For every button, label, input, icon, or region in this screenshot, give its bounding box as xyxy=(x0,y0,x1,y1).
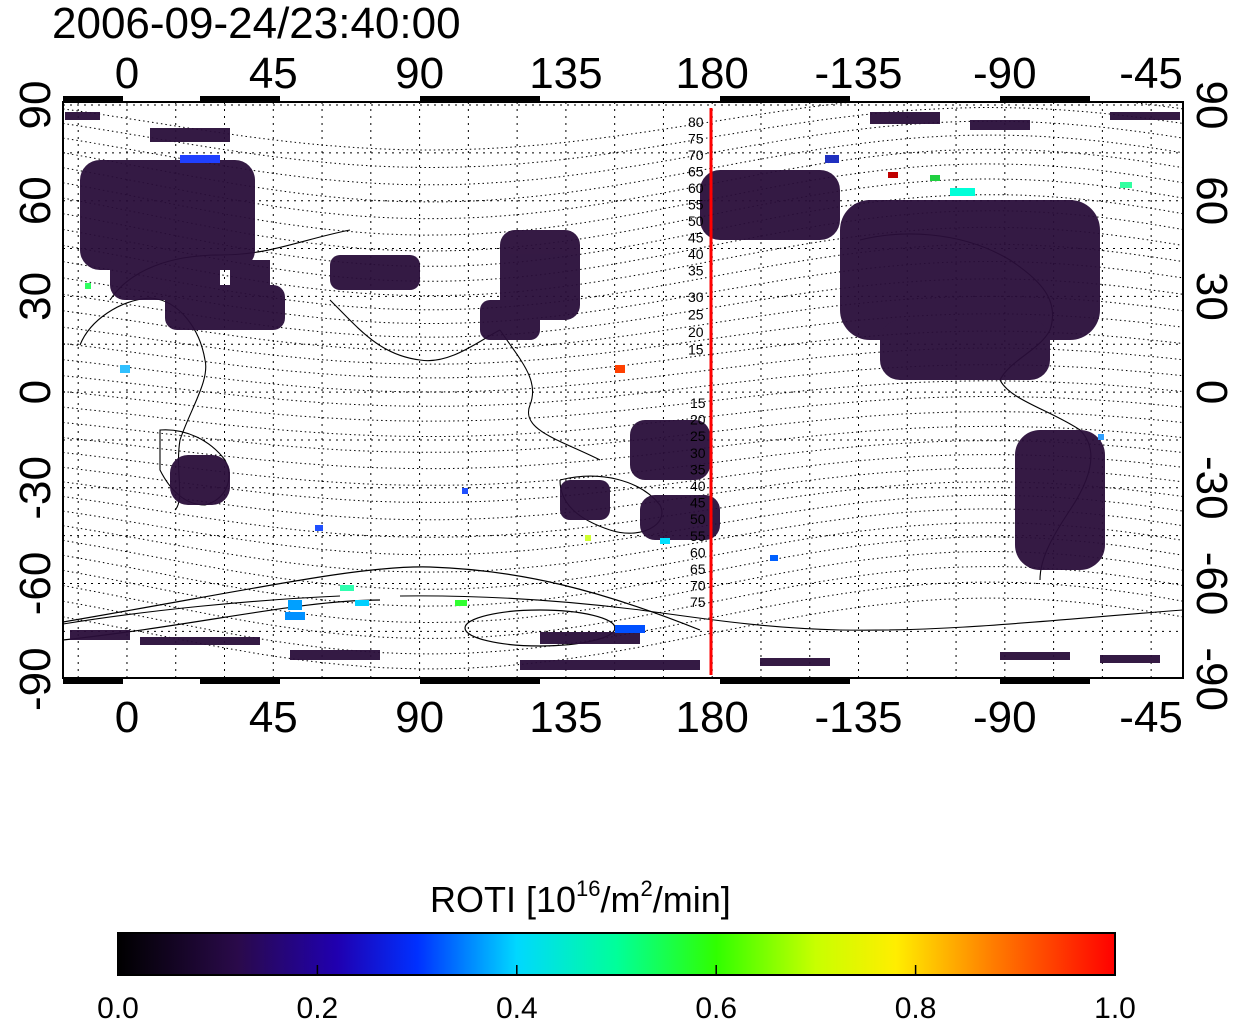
x-tick-label-top: 135 xyxy=(529,49,602,98)
mlat-label-south: 25 xyxy=(690,428,706,444)
roti-data-layer xyxy=(65,112,1180,670)
mlat-label-south: 65 xyxy=(690,561,706,577)
mlat-label-south: 40 xyxy=(690,478,706,494)
x-ticks-top: 0 45 90 135 180 -135 -90 -45 xyxy=(115,49,1183,98)
mlat-label-south: 20 xyxy=(690,412,706,428)
y-tick-label-left: 90 xyxy=(11,81,60,130)
colorbar-tick-label: 1.0 xyxy=(1094,992,1136,1024)
y-tick-label-right: 0 xyxy=(1187,380,1236,404)
y-tick-label-right: 30 xyxy=(1187,272,1236,321)
y-tick-label-left: -30 xyxy=(11,456,60,520)
mlat-label-north: 15 xyxy=(688,342,704,358)
mlat-label-south: 45 xyxy=(690,495,706,511)
frame-tick-bars xyxy=(63,96,1090,684)
mlat-label-north: 45 xyxy=(688,230,704,246)
mlat-label-north: 50 xyxy=(688,213,704,229)
x-tick-label-bottom: -135 xyxy=(814,693,902,742)
x-ticks-bottom: 0 45 90 135 180 -135 -90 -45 xyxy=(115,693,1183,742)
mlat-label-south: 50 xyxy=(690,511,706,527)
x-tick-label-top: 90 xyxy=(395,49,444,98)
colorbar-title-end: /min] xyxy=(653,879,731,920)
x-tick-label-bottom: 45 xyxy=(249,693,298,742)
y-tick-label-right: -90 xyxy=(1187,647,1236,711)
mlat-label-north: 80 xyxy=(688,114,704,130)
y-tick-label-right: 60 xyxy=(1187,176,1236,225)
colorbar-title-main: ROTI [10 xyxy=(430,879,576,920)
colorbar-title-sup2: 2 xyxy=(641,876,653,901)
x-tick-label-top: -90 xyxy=(973,49,1037,98)
mlat-label-north: 40 xyxy=(688,246,704,262)
mlat-label-north: 25 xyxy=(688,307,704,323)
colorbar-tick-label: 0.2 xyxy=(297,992,339,1024)
x-tick-label-bottom: -45 xyxy=(1119,693,1183,742)
mlat-label-north: 55 xyxy=(688,197,704,213)
mlat-label-north: 30 xyxy=(688,289,704,305)
y-tick-label-left: 0 xyxy=(11,380,60,404)
map-title: 2006-09-24/23:40:00 xyxy=(52,0,461,48)
colorbar-ticks: 0.0 0.2 0.4 0.6 0.8 1.0 xyxy=(97,965,1136,1024)
colorbar-title-mid: /m xyxy=(601,879,641,920)
mlat-label-south: 60 xyxy=(690,544,706,560)
x-tick-label-bottom: 0 xyxy=(115,693,139,742)
y-ticks-left: 90 60 30 0 -30 -60 -90 xyxy=(11,81,60,711)
x-tick-label-top: 45 xyxy=(249,49,298,98)
mlat-label-north: 60 xyxy=(688,180,704,196)
colorbar-title-sup1: 16 xyxy=(576,876,600,901)
x-tick-label-top: 0 xyxy=(115,49,139,98)
graticule xyxy=(63,102,1183,678)
x-tick-label-top: -45 xyxy=(1119,49,1183,98)
mlat-label-north: 70 xyxy=(688,147,704,163)
colorbar-tick-label: 0.8 xyxy=(895,992,937,1024)
colorbar-title: ROTI [1016/m2/min] xyxy=(430,876,731,920)
y-ticks-right: 90 60 30 0 -30 -60 -90 xyxy=(1187,81,1236,711)
mlat-label-south: 30 xyxy=(690,445,706,461)
y-tick-label-right: -30 xyxy=(1187,456,1236,520)
y-tick-label-left: -90 xyxy=(11,647,60,711)
colorbar-tick-label: 0.6 xyxy=(695,992,737,1024)
mlat-label-south: 70 xyxy=(690,578,706,594)
x-tick-label-bottom: 90 xyxy=(395,693,444,742)
y-tick-label-left: -60 xyxy=(11,552,60,616)
mlat-label-north: 75 xyxy=(688,131,704,147)
x-tick-label-bottom: 180 xyxy=(675,693,748,742)
colorbar xyxy=(117,932,1116,976)
mlat-label-south: 75 xyxy=(690,594,706,610)
y-tick-label-left: 60 xyxy=(11,176,60,225)
x-tick-label-bottom: 135 xyxy=(529,693,602,742)
mlat-label-north: 65 xyxy=(688,164,704,180)
mlat-label-south: 55 xyxy=(690,528,706,544)
y-tick-label-right: 90 xyxy=(1187,81,1236,130)
x-tick-label-top: 180 xyxy=(675,49,748,98)
colorbar-tick-label: 0.0 xyxy=(97,992,139,1024)
y-tick-label-left: 30 xyxy=(11,272,60,321)
mlat-label-south: 35 xyxy=(690,461,706,477)
mlat-label-north: 35 xyxy=(688,263,704,279)
colorbar-tick-label: 0.4 xyxy=(496,992,538,1024)
mlat-label-south: 15 xyxy=(690,395,706,411)
x-tick-label-bottom: -90 xyxy=(973,693,1037,742)
x-tick-label-top: -135 xyxy=(814,49,902,98)
roti-high-values xyxy=(85,155,1132,633)
mlat-label-north: 20 xyxy=(688,324,704,340)
y-tick-label-right: -60 xyxy=(1187,552,1236,616)
